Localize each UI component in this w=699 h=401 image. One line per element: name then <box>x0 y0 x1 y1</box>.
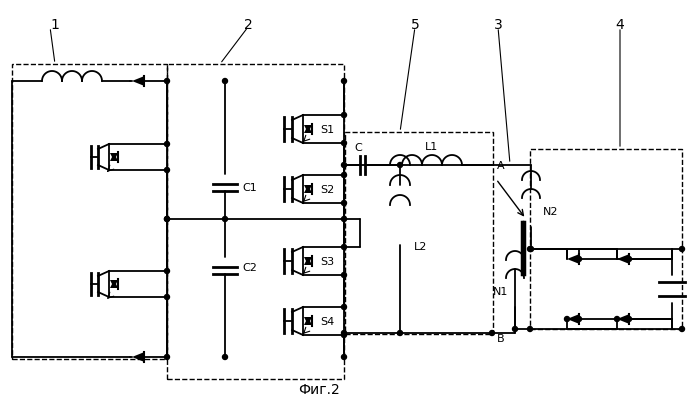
Circle shape <box>577 257 582 262</box>
Circle shape <box>679 327 684 332</box>
Circle shape <box>164 217 169 222</box>
Text: C2: C2 <box>242 262 257 272</box>
Text: 1: 1 <box>50 18 59 32</box>
Circle shape <box>342 354 347 360</box>
Circle shape <box>528 247 533 252</box>
Bar <box>12 65 167 359</box>
Polygon shape <box>132 352 144 362</box>
Circle shape <box>398 331 403 336</box>
Text: B: B <box>497 333 505 343</box>
Polygon shape <box>617 314 629 324</box>
Text: A: A <box>497 160 505 170</box>
Circle shape <box>342 331 347 336</box>
Circle shape <box>164 142 169 147</box>
Circle shape <box>626 257 631 262</box>
Text: S4: S4 <box>320 316 334 326</box>
Circle shape <box>626 317 631 322</box>
Circle shape <box>222 354 227 360</box>
Circle shape <box>565 317 570 322</box>
Circle shape <box>342 333 347 338</box>
Polygon shape <box>567 314 579 324</box>
Text: S1: S1 <box>320 125 334 135</box>
Circle shape <box>222 217 227 222</box>
Circle shape <box>342 141 347 146</box>
Polygon shape <box>304 186 312 194</box>
Circle shape <box>342 273 347 278</box>
Polygon shape <box>110 280 118 288</box>
Circle shape <box>528 327 533 332</box>
Text: 3: 3 <box>493 18 503 32</box>
Circle shape <box>528 247 533 252</box>
Text: 5: 5 <box>410 18 419 32</box>
Text: C: C <box>354 143 362 153</box>
Text: L2: L2 <box>414 241 427 251</box>
Circle shape <box>398 163 403 168</box>
Circle shape <box>164 269 169 274</box>
Circle shape <box>164 168 169 173</box>
Circle shape <box>577 317 582 322</box>
Text: N2: N2 <box>543 207 559 217</box>
Circle shape <box>489 331 494 336</box>
Circle shape <box>614 317 619 322</box>
Text: 2: 2 <box>244 18 252 32</box>
Text: 4: 4 <box>616 18 624 32</box>
Circle shape <box>164 217 169 222</box>
Circle shape <box>164 79 169 84</box>
Polygon shape <box>304 186 312 194</box>
Polygon shape <box>110 154 118 162</box>
Circle shape <box>164 354 169 360</box>
Circle shape <box>342 163 347 168</box>
Circle shape <box>164 295 169 300</box>
Text: C1: C1 <box>242 182 257 192</box>
Polygon shape <box>110 280 118 288</box>
Polygon shape <box>304 257 312 265</box>
Polygon shape <box>304 317 312 325</box>
Polygon shape <box>110 154 118 162</box>
Circle shape <box>342 217 347 222</box>
Polygon shape <box>567 255 579 264</box>
Text: S2: S2 <box>320 184 334 194</box>
Polygon shape <box>304 317 312 325</box>
Polygon shape <box>132 77 144 87</box>
Circle shape <box>342 173 347 178</box>
Circle shape <box>342 113 347 118</box>
Circle shape <box>679 247 684 252</box>
Circle shape <box>342 79 347 84</box>
Polygon shape <box>304 257 312 265</box>
Polygon shape <box>617 255 629 264</box>
Polygon shape <box>304 126 312 134</box>
Circle shape <box>342 305 347 310</box>
Circle shape <box>342 245 347 250</box>
Text: N1: N1 <box>493 286 508 296</box>
Bar <box>530 150 682 329</box>
Circle shape <box>512 327 517 332</box>
Bar <box>167 65 344 379</box>
Text: L1: L1 <box>426 142 439 152</box>
Text: S3: S3 <box>320 256 334 266</box>
Text: Фиг.2: Фиг.2 <box>298 382 340 396</box>
Circle shape <box>342 201 347 206</box>
Circle shape <box>222 79 227 84</box>
Bar <box>345 133 493 334</box>
Polygon shape <box>304 126 312 134</box>
